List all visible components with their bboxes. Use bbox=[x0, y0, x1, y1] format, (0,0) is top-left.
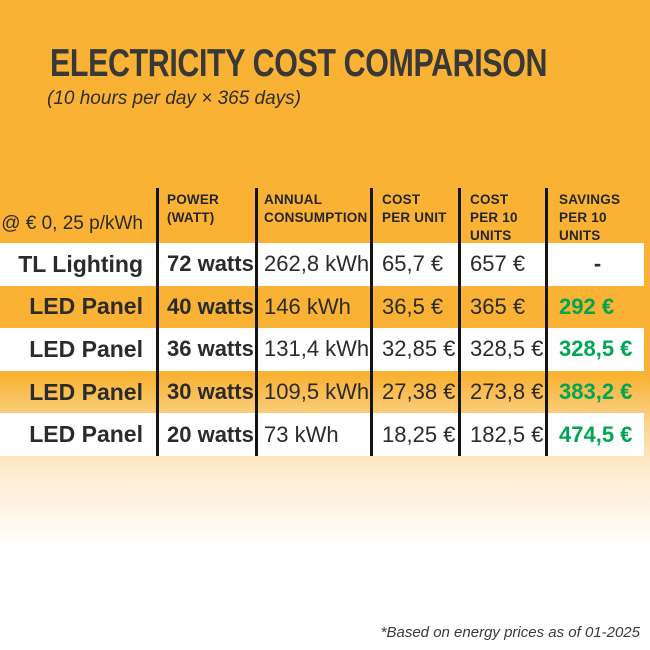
page-subtitle: (10 hours per day × 365 days) bbox=[47, 88, 302, 109]
savings-value: 474,5 € bbox=[559, 421, 633, 447]
cost-per-10-units-value: 273,8 € bbox=[470, 379, 544, 405]
cost-per-unit-value: 27,38 € bbox=[382, 379, 456, 405]
column-header-cost-per-10-units: COST PER 10 UNITS bbox=[470, 192, 518, 243]
cost-per-unit-value: 18,25 € bbox=[382, 421, 456, 447]
table-row-led-36w: LED Panel 36 watts 131,4 kWh 32,85 € 328… bbox=[0, 328, 650, 371]
table-row-tl-lighting: TL Lighting 72 watts 262,8 kWh 65,7 € 65… bbox=[0, 243, 650, 286]
cost-per-unit-value: 36,5 € bbox=[382, 293, 444, 319]
column-header-savings-per-10-units: SAVINGS PER 10 UNITS bbox=[559, 192, 621, 243]
price-rate-label: @ € 0, 25 p/kWh bbox=[1, 212, 143, 234]
annual-consumption-value: 262,8 kWh bbox=[264, 251, 370, 277]
table-header-row: @ € 0, 25 p/kWh POWER (WATT) ANNUAL CONS… bbox=[0, 185, 650, 243]
row-label: LED Panel bbox=[29, 293, 143, 320]
table-row-led-40w: LED Panel 40 watts 146 kWh 36,5 € 365 € … bbox=[0, 286, 650, 329]
savings-value: 383,2 € bbox=[559, 379, 633, 405]
column-header-cost-per-unit: COST PER UNIT bbox=[382, 192, 447, 225]
table-row-led-30w: LED Panel 30 watts 109,5 kWh 27,38 € 273… bbox=[0, 371, 650, 414]
power-value: 30 watts bbox=[167, 379, 254, 405]
column-header-power: POWER (WATT) bbox=[167, 192, 220, 225]
cost-per-10-units-value: 182,5 € bbox=[470, 421, 544, 447]
column-divider bbox=[370, 188, 373, 456]
page-title: ELECTRICITY COST COMPARISON bbox=[50, 42, 548, 85]
cost-per-unit-value: 65,7 € bbox=[382, 251, 444, 277]
power-value: 36 watts bbox=[167, 336, 254, 362]
cost-per-10-units-value: 365 € bbox=[470, 293, 526, 319]
column-divider bbox=[156, 188, 159, 456]
annual-consumption-value: 131,4 kWh bbox=[264, 336, 370, 362]
savings-value: - bbox=[593, 251, 602, 277]
row-label: TL Lighting bbox=[18, 250, 143, 277]
cost-per-10-units-value: 657 € bbox=[470, 251, 526, 277]
annual-consumption-value: 109,5 kWh bbox=[264, 379, 370, 405]
footnote: *Based on energy prices as of 01-2025 bbox=[380, 624, 640, 641]
comparison-table: @ € 0, 25 p/kWh POWER (WATT) ANNUAL CONS… bbox=[0, 185, 650, 456]
power-value: 40 watts bbox=[167, 293, 254, 319]
row-label: LED Panel bbox=[29, 335, 143, 362]
cost-per-10-units-value: 328,5 € bbox=[470, 336, 544, 362]
column-header-annual-consumption: ANNUAL CONSUMPTION bbox=[264, 192, 368, 225]
column-divider bbox=[545, 188, 548, 456]
savings-value: 292 € bbox=[559, 293, 615, 319]
annual-consumption-value: 73 kWh bbox=[264, 421, 339, 447]
power-value: 20 watts bbox=[167, 421, 254, 447]
power-value: 72 watts bbox=[167, 251, 254, 277]
annual-consumption-value: 146 kWh bbox=[264, 293, 351, 319]
column-divider bbox=[255, 188, 258, 456]
table-row-led-20w: LED Panel 20 watts 73 kWh 18,25 € 182,5 … bbox=[0, 413, 650, 456]
savings-value: 328,5 € bbox=[559, 336, 633, 362]
cost-per-unit-value: 32,85 € bbox=[382, 336, 456, 362]
column-divider bbox=[458, 188, 461, 456]
row-label: LED Panel bbox=[29, 421, 143, 448]
row-label: LED Panel bbox=[29, 378, 143, 405]
